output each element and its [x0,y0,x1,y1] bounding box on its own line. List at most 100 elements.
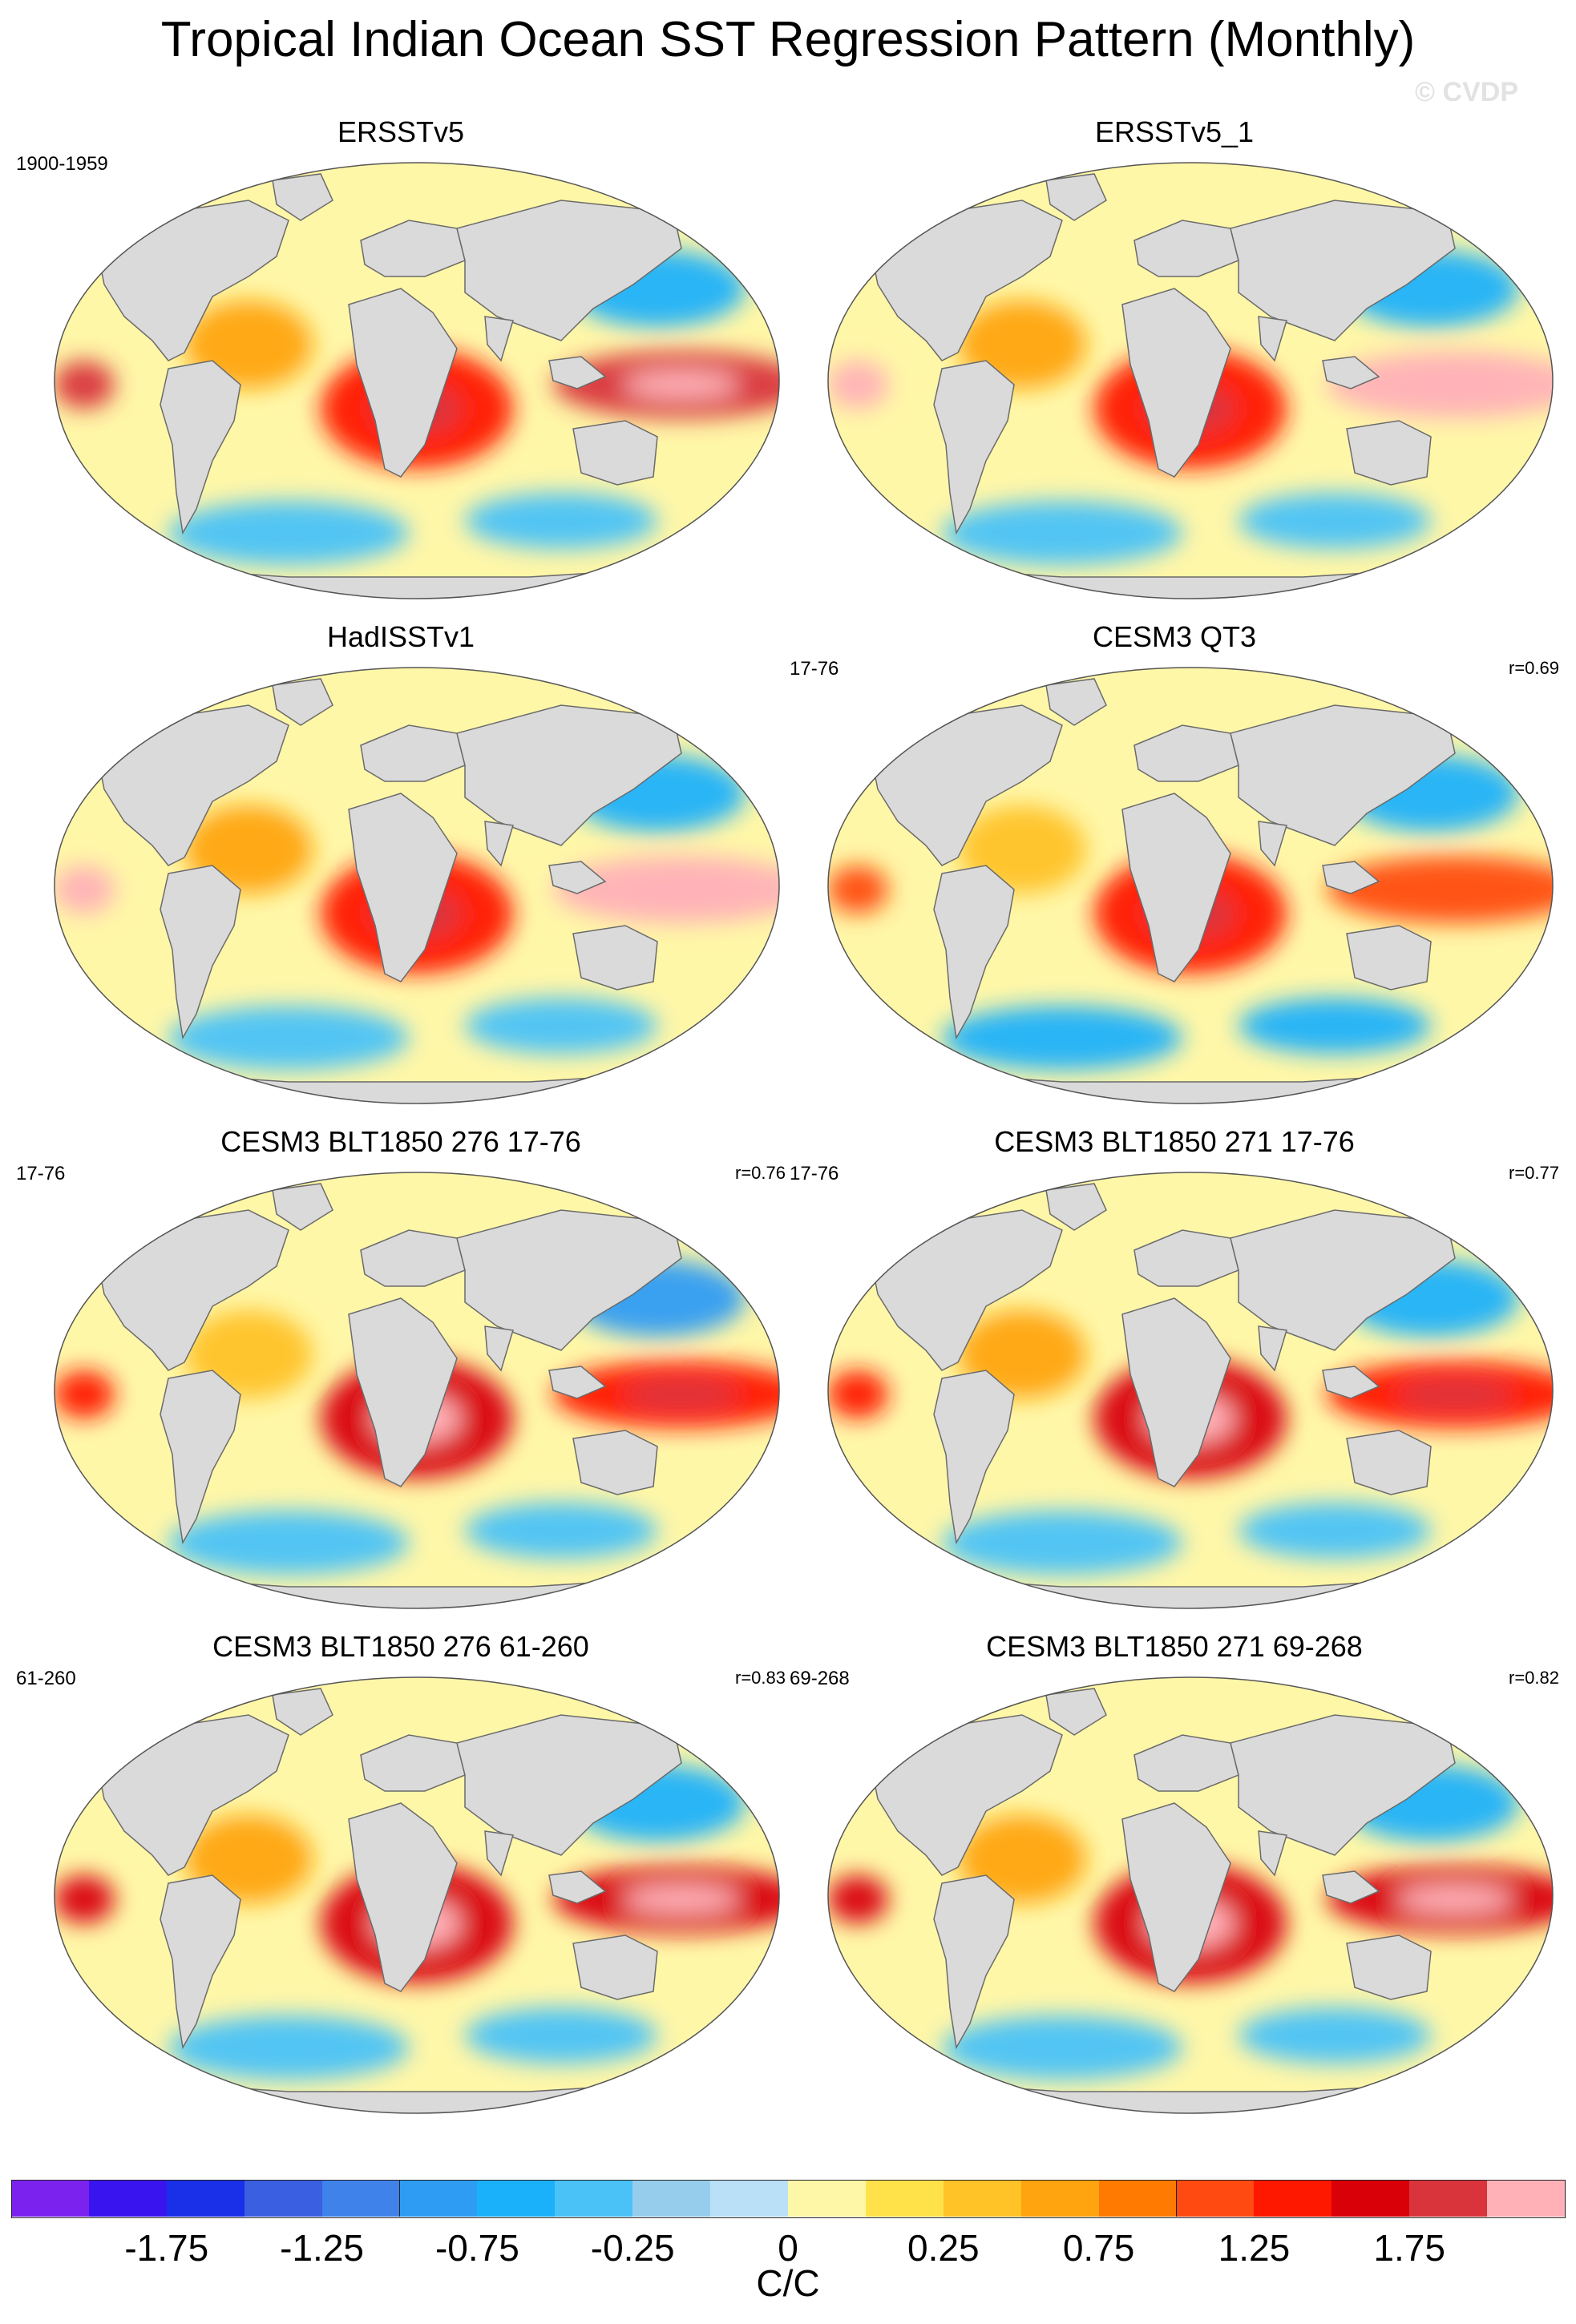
land-mass [933,1874,1015,2050]
land-mass [1322,1870,1380,1904]
panel-title: CESM3 BLT1850 276 17-76 [220,1125,581,1158]
land-mass [572,925,658,991]
land-mass [272,678,333,726]
land-mass [1258,821,1287,867]
panel-6: CESM3 BLT1850 276 61-260 61-260 r=0.83 [16,1631,786,2128]
land-mass [348,288,458,478]
anomaly-core [1397,1886,1513,1913]
anomaly-region [465,1503,657,1559]
land-mass [548,861,607,894]
map-panel-7 [827,1676,1554,2114]
anomaly-region [828,1875,888,1923]
anomaly-region [55,865,115,914]
land-mass [1322,861,1380,894]
land-mass [160,865,241,1040]
land-mass [1134,1229,1239,1287]
anomaly-region [168,2015,409,2080]
anomaly-core [624,1886,739,1913]
map-panel-2 [54,667,780,1104]
land-mass [484,821,514,867]
land-mass [1346,420,1432,486]
anomaly-region [465,2007,657,2064]
panel-correlation: r=0.83 [735,1668,786,1688]
anomaly-core [624,1381,739,1408]
land-mass [348,793,458,982]
land-mass [1045,173,1107,221]
land-mass [1134,220,1239,277]
land-mass [1258,1830,1287,1877]
panel-period: 17-76 [790,658,839,680]
land-mass [1121,793,1231,982]
anomaly-region [168,1511,409,1575]
land-mass [1121,288,1231,478]
colorbar-tick-label: 0.75 [1062,2227,1135,2269]
colorbar-swatch [1487,2180,1566,2217]
panel-title: ERSSTv5_1 [1094,115,1255,148]
land-mass [1045,1688,1107,1736]
anomaly-region [465,493,657,549]
land-mass [1121,1802,1231,1992]
land-mass [548,1366,607,1399]
land-mass [1045,678,1107,726]
land-mass [360,220,466,277]
anomaly-region [1239,1503,1431,1559]
anomaly-region [1239,493,1431,549]
land-mass [572,420,658,486]
land-mass [484,1830,514,1877]
panel-title: HadISSTv1 [326,620,475,653]
anomaly-region [942,501,1182,565]
map-border [54,162,780,599]
panel-period: 17-76 [16,1163,66,1184]
anomaly-core [624,371,739,398]
anomaly-region [828,1370,888,1418]
anomaly-region [1239,998,1431,1054]
map-panel-1 [827,162,1554,599]
panel-4: CESM3 BLT1850 276 17-76 17-76 r=0.76 [16,1126,786,1623]
colorbar-swatch [1254,2180,1333,2217]
land-mass [95,1209,289,1371]
panel-title: CESM3 BLT1850 271 17-76 [994,1125,1355,1158]
land-mass [1134,724,1239,782]
panel-period: 17-76 [790,1163,839,1184]
map-panel-5 [827,1172,1554,1609]
panel-7: CESM3 BLT1850 271 69-268 69-268 r=0.82 [790,1631,1559,2128]
land-mass [933,360,1015,535]
figure-title: Tropical Indian Ocean SST Regression Pat… [160,12,1416,67]
colorbar-swatch [11,2180,90,2217]
panel-1: ERSSTv5_1 [790,116,1559,613]
map-panel-6 [54,1676,780,2114]
land-mass [1322,1366,1380,1399]
map-border [54,1172,780,1609]
panel-correlation: r=0.77 [1509,1163,1559,1183]
anomaly-core [1397,371,1513,398]
land-mass [360,724,466,782]
land-mass [484,316,514,362]
land-mass [548,1870,607,1904]
map-border [827,667,1554,1104]
land-mass [1346,1935,1432,2000]
land-mass [272,1183,333,1231]
panel-period: 61-260 [16,1668,76,1689]
colorbar-units: C/C [756,2262,820,2304]
panel-3: CESM3 QT3 17-76 r=0.69 [790,621,1559,1118]
anomaly-region [168,1006,409,1070]
anomaly-region [828,361,888,409]
anomaly-core [1397,1381,1513,1408]
cvdp-watermark: © CVDP [1415,77,1518,107]
anomaly-region [828,865,888,914]
colorbar-frame [11,2180,1566,2218]
map-border [54,1676,780,2114]
map-panel-0 [54,162,780,599]
land-mass [272,1688,333,1736]
land-mass [869,1209,1063,1371]
land-mass [869,704,1063,866]
colorbar-tick-label: -1.25 [280,2227,365,2269]
land-mass [1258,1325,1287,1372]
panel-correlation: r=0.76 [735,1163,786,1183]
panel-period: 69-268 [790,1668,850,1689]
land-mass [484,1325,514,1372]
colorbar-swatch [710,2180,789,2217]
land-mass [933,865,1015,1040]
colorbar-tick-label: -1.75 [124,2227,209,2269]
anomaly-region [942,1006,1182,1070]
